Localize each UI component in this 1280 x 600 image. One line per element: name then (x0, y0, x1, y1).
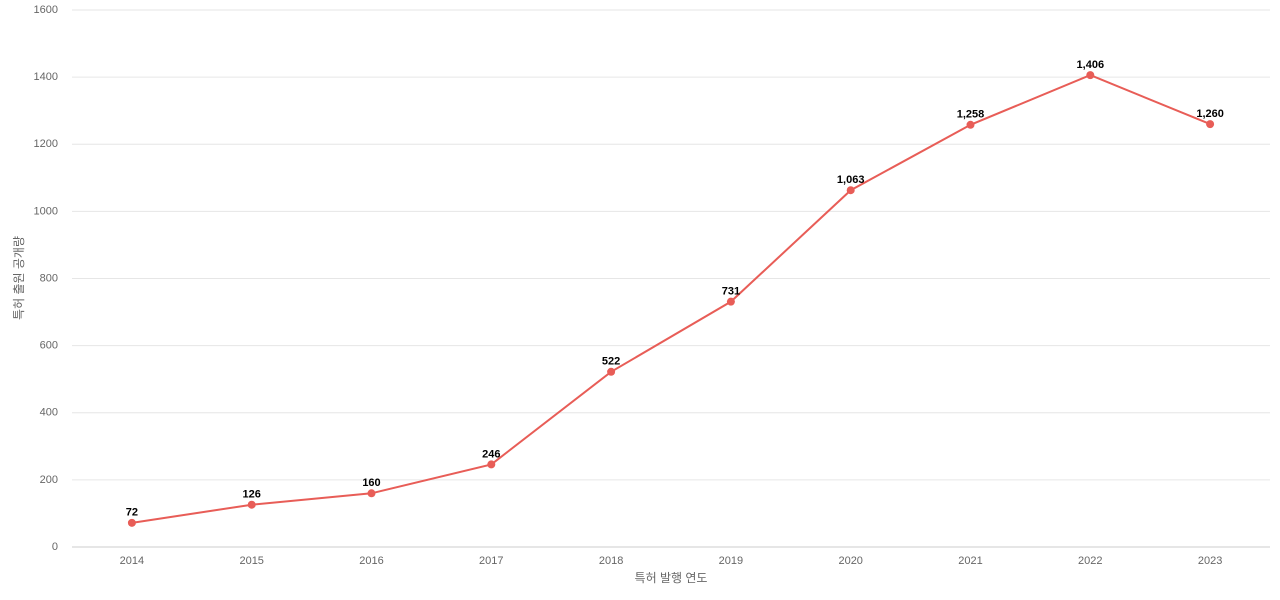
value-label: 731 (722, 286, 740, 298)
point (607, 367, 616, 376)
value-label: 1,406 (1077, 59, 1105, 71)
point (487, 460, 496, 469)
line (131, 74, 1211, 524)
point (367, 489, 376, 498)
point (1206, 120, 1215, 129)
point (726, 297, 735, 306)
value-label: 1,063 (837, 174, 865, 186)
point (966, 120, 975, 129)
point (247, 500, 256, 509)
x-tick-label: 2021 (958, 555, 982, 567)
value-label: 1,258 (957, 109, 985, 121)
x-tick-label: 2017 (479, 555, 503, 567)
y-axis-title: 특허 출원 공개량 (12, 236, 26, 320)
x-tick-label: 2020 (838, 555, 862, 567)
x-tick-label: 2022 (1078, 555, 1102, 567)
y-tick-label: 600 (40, 340, 58, 352)
point (1086, 71, 1095, 80)
x-tick-label: 2015 (239, 555, 263, 567)
point (127, 518, 136, 527)
x-tick-label: 2023 (1198, 555, 1222, 567)
y-tick-label: 800 (40, 272, 58, 284)
value-label: 160 (362, 477, 380, 489)
value-label: 522 (602, 356, 620, 368)
point (846, 186, 855, 195)
x-axis-title: 특허 발행 연도 (635, 570, 708, 585)
y-tick-label: 400 (40, 407, 58, 419)
value-label: 126 (243, 489, 261, 501)
value-label: 72 (126, 507, 138, 519)
y-tick-label: 1400 (34, 71, 58, 83)
value-label: 246 (482, 448, 500, 460)
y-tick-label: 1000 (34, 205, 58, 217)
x-tick-label: 2014 (120, 555, 144, 567)
x-tick-label: 2019 (719, 555, 743, 567)
x-tick-label: 2018 (599, 555, 623, 567)
x-tick-label: 2016 (359, 555, 383, 567)
value-label: 1,260 (1196, 108, 1224, 120)
y-tick-label: 1200 (34, 138, 58, 150)
y-tick-label: 200 (40, 474, 58, 486)
y-tick-label: 1600 (34, 4, 58, 16)
y-tick-label: 0 (52, 541, 58, 553)
